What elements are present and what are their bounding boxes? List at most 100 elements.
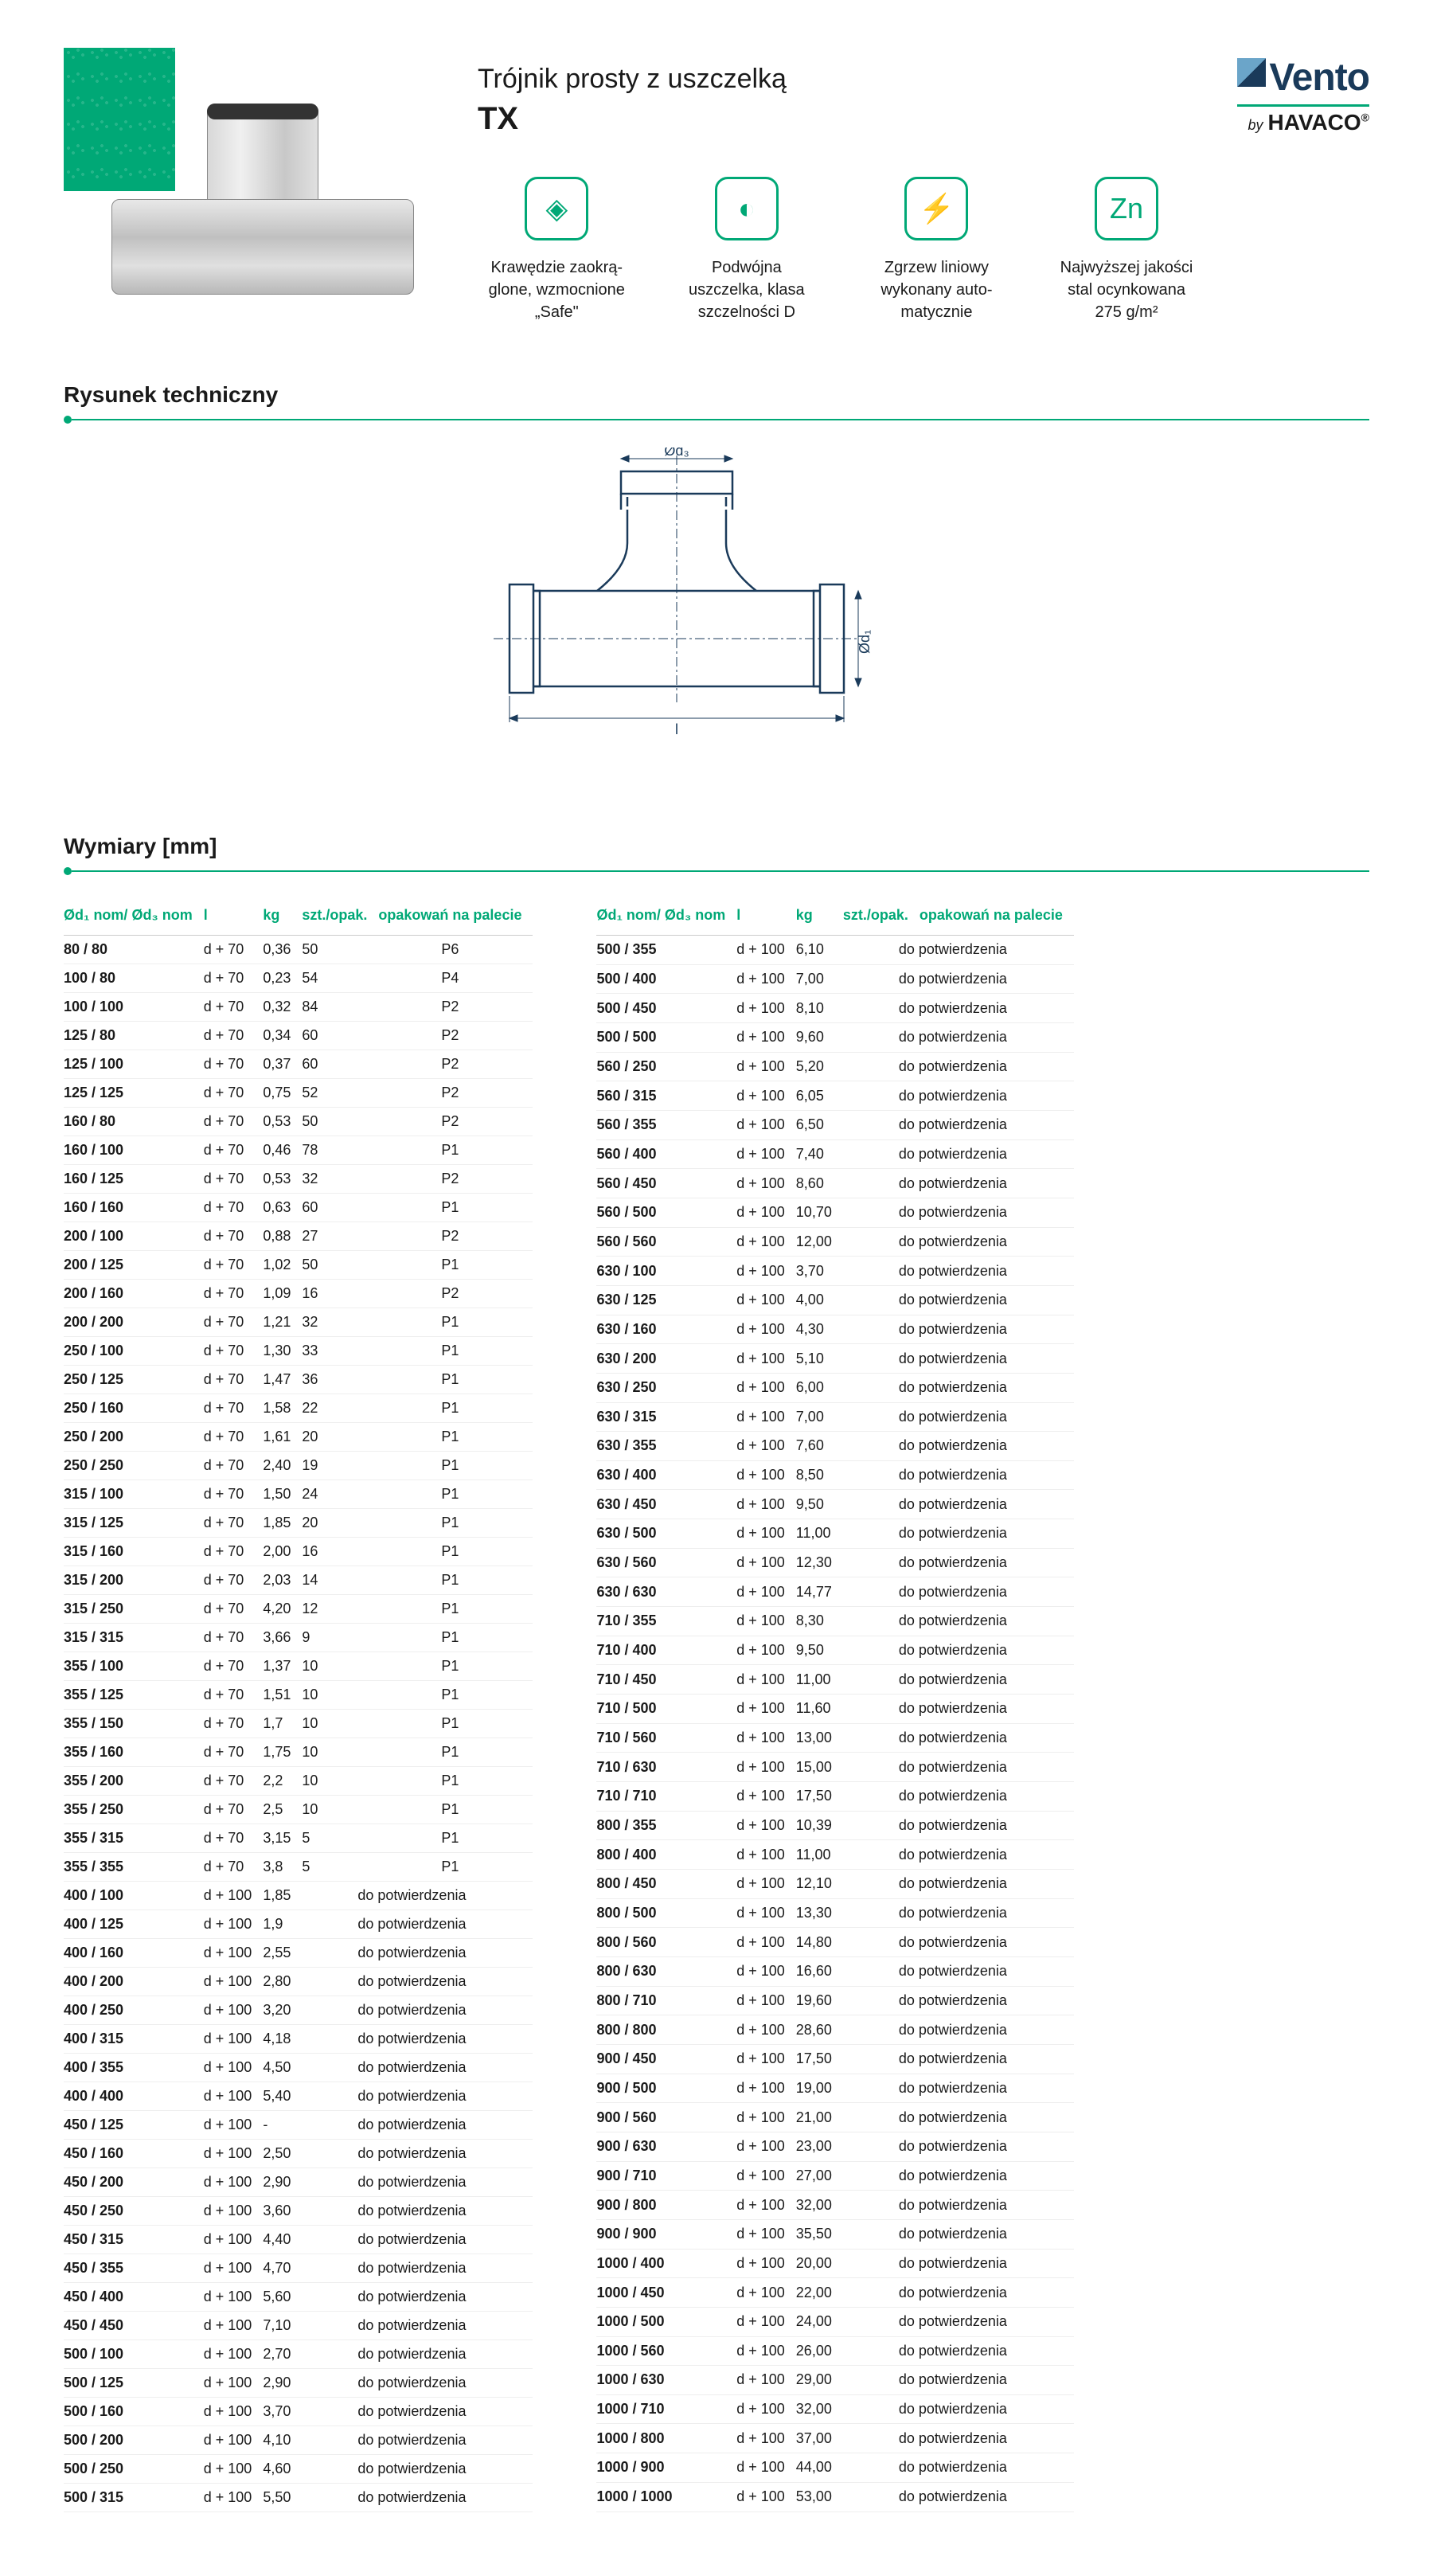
table-row: 250 / 100d + 701,3033P1 [64,1337,533,1366]
feature-icon: Zn [1095,177,1158,240]
table-row: 355 / 160d + 701,7510P1 [64,1738,533,1767]
table-row: 400 / 125d + 1001,9do potwierdzenia [64,1910,533,1939]
feature-0: ◈Krawędzie zaokrą-glone, wzmocnione„Safe… [478,177,636,323]
table-row: 355 / 250d + 702,510P1 [64,1796,533,1824]
table-row: 80 / 80d + 700,3650P6 [64,936,533,964]
table-row: 560 / 355d + 1006,50do potwierdzenia [596,1110,1073,1139]
table-row: 355 / 100d + 701,3710P1 [64,1652,533,1681]
table-row: 100 / 80d + 700,2354P4 [64,964,533,993]
vento-logo: Vento [1237,56,1369,100]
features: ◈Krawędzie zaokrą-glone, wzmocnione„Safe… [478,177,1205,323]
table-row: 160 / 160d + 700,6360P1 [64,1194,533,1222]
technical-drawing: Ød₃ Ød₁ l [478,448,1369,786]
table-row: 630 / 355d + 1007,60do potwierdzenia [596,1432,1073,1461]
table-row: 315 / 315d + 703,669P1 [64,1624,533,1652]
table-row: 1000 / 1000d + 10053,00do potwierdzenia [596,2482,1073,2512]
table-row: 500 / 125d + 1002,90do potwierdzenia [64,2369,533,2398]
table-row: 560 / 315d + 1006,05do potwierdzenia [596,1081,1073,1111]
table-row: 315 / 250d + 704,2012P1 [64,1595,533,1624]
table-row: 450 / 400d + 1005,60do potwierdzenia [64,2283,533,2312]
table-row: 315 / 160d + 702,0016P1 [64,1538,533,1566]
table-row: 800 / 630d + 10016,60do potwierdzenia [596,1956,1073,1986]
table-row: 630 / 500d + 10011,00do potwierdzenia [596,1519,1073,1549]
table-row: 630 / 400d + 1008,50do potwierdzenia [596,1460,1073,1490]
product-subtitle: Trójnik prosty z uszczelką [478,64,1205,95]
header: Trójnik prosty z uszczelką TX ◈Krawędzie… [64,48,1369,334]
table-row: 900 / 900d + 10035,50do potwierdzenia [596,2219,1073,2249]
table-row: 400 / 160d + 1002,55do potwierdzenia [64,1939,533,1968]
table-row: 450 / 250d + 1003,60do potwierdzenia [64,2197,533,2226]
table-row: 315 / 100d + 701,5024P1 [64,1480,533,1509]
table-row: 710 / 450d + 10011,00do potwierdzenia [596,1665,1073,1695]
table-row: 800 / 355d + 10010,39do potwierdzenia [596,1811,1073,1840]
table-row: 800 / 560d + 10014,80do potwierdzenia [596,1928,1073,1957]
table-row: 560 / 450d + 1008,60do potwierdzenia [596,1169,1073,1198]
table-header: kg [796,899,843,936]
table-row: 560 / 560d + 10012,00do potwierdzenia [596,1227,1073,1257]
table-header: l [736,899,796,936]
table-row: 710 / 710d + 10017,50do potwierdzenia [596,1782,1073,1812]
table-row: 450 / 200d + 1002,90do potwierdzenia [64,2168,533,2197]
table-row: 630 / 200d + 1005,10do potwierdzenia [596,1344,1073,1374]
table-row: 355 / 315d + 703,155P1 [64,1824,533,1853]
dimensions-section-title: Wymiary [mm] [64,834,1369,859]
feature-text: Podwójnauszczelka, klasaszczelności D [668,256,826,323]
table-row: 800 / 500d + 10013,30do potwierdzenia [596,1898,1073,1928]
table-row: 400 / 250d + 1003,20do potwierdzenia [64,1996,533,2025]
table-header: Ød₁ nom/ Ød₃ nom [596,899,736,936]
feature-2: ⚡Zgrzew liniowywykonany auto-matycznie [857,177,1016,323]
section-rule-2 [64,867,1369,875]
feature-text: Najwyższej jakościstal ocynkowana275 g/m… [1048,256,1206,323]
table-row: 710 / 560d + 10013,00do potwierdzenia [596,1723,1073,1753]
table-row: 800 / 400d + 10011,00do potwierdzenia [596,1840,1073,1870]
table-header: Ød₁ nom/ Ød₃ nom [64,899,204,936]
table-row: 500 / 355d + 1006,10do potwierdzenia [596,936,1073,965]
table-row: 400 / 315d + 1004,18do potwierdzenia [64,2025,533,2054]
l-label: l [675,721,678,737]
table-row: 630 / 315d + 1007,00do potwierdzenia [596,1402,1073,1432]
table-row: 900 / 560d + 10021,00do potwierdzenia [596,2103,1073,2132]
table-row: 500 / 315d + 1005,50do potwierdzenia [64,2484,533,2512]
table-header: szt./opak. [302,899,378,936]
table-row: 1000 / 900d + 10044,00do potwierdzenia [596,2453,1073,2483]
product-code: TX [478,101,1205,137]
table-row: 800 / 450d + 10012,10do potwierdzenia [596,1870,1073,1899]
table-row: 250 / 160d + 701,5822P1 [64,1394,533,1423]
table-row: 200 / 100d + 700,8827P2 [64,1222,533,1251]
table-row: 160 / 100d + 700,4678P1 [64,1136,533,1165]
table-row: 450 / 315d + 1004,40do potwierdzenia [64,2226,533,2254]
table-row: 630 / 100d + 1003,70do potwierdzenia [596,1257,1073,1286]
table-row: 125 / 125d + 700,7552P2 [64,1079,533,1108]
table-row: 710 / 400d + 1009,50do potwierdzenia [596,1636,1073,1665]
table-row: 250 / 200d + 701,6120P1 [64,1423,533,1452]
table-header: kg [263,899,302,936]
table-row: 315 / 125d + 701,8520P1 [64,1509,533,1538]
table-row: 900 / 450d + 10017,50do potwierdzenia [596,2044,1073,2074]
table-header: szt./opak. [843,899,920,936]
feature-text: Krawędzie zaokrą-glone, wzmocnione„Safe" [478,256,636,323]
table-row: 1000 / 560d + 10026,00do potwierdzenia [596,2336,1073,2366]
table-row: 1000 / 500d + 10024,00do potwierdzenia [596,2307,1073,2336]
table-row: 160 / 80d + 700,5350P2 [64,1108,533,1136]
feature-text: Zgrzew liniowywykonany auto-matycznie [857,256,1016,323]
d3-label: Ød₃ [664,448,689,459]
table-row: 450 / 355d + 1004,70do potwierdzenia [64,2254,533,2283]
table-row: 450 / 450d + 1007,10do potwierdzenia [64,2312,533,2340]
section-rule [64,416,1369,424]
title-block: Trójnik prosty z uszczelką TX ◈Krawędzie… [478,48,1205,323]
table-row: 250 / 250d + 702,4019P1 [64,1452,533,1480]
table-row: 560 / 400d + 1007,40do potwierdzenia [596,1139,1073,1169]
table-row: 450 / 125d + 100-do potwierdzenia [64,2111,533,2140]
table-row: 630 / 560d + 10012,30do potwierdzenia [596,1548,1073,1577]
table-row: 710 / 500d + 10011,60do potwierdzenia [596,1695,1073,1724]
table-row: 800 / 710d + 10019,60do potwierdzenia [596,1986,1073,2015]
table-row: 200 / 200d + 701,2132P1 [64,1308,533,1337]
table-row: 500 / 200d + 1004,10do potwierdzenia [64,2426,533,2455]
table-row: 500 / 400d + 1007,00do potwierdzenia [596,964,1073,994]
table-row: 1000 / 710d + 10032,00do potwierdzenia [596,2394,1073,2424]
table-row: 630 / 125d + 1004,00do potwierdzenia [596,1285,1073,1315]
table-row: 500 / 500d + 1009,60do potwierdzenia [596,1022,1073,1052]
table-row: 355 / 125d + 701,5110P1 [64,1681,533,1710]
feature-1: ◐Podwójnauszczelka, klasaszczelności D [668,177,826,323]
table-row: 125 / 100d + 700,3760P2 [64,1050,533,1079]
